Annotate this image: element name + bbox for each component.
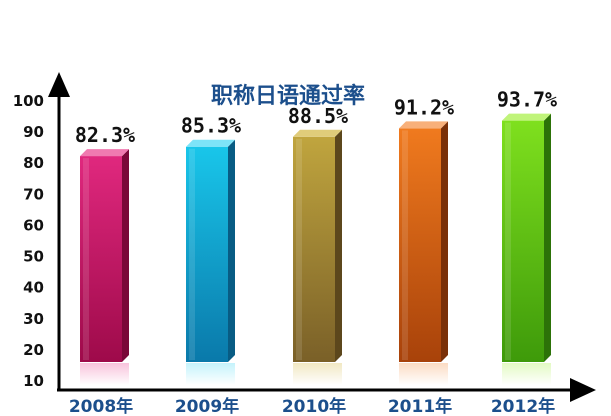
bar-front (502, 120, 544, 362)
bar-side (228, 139, 235, 362)
bar-front (80, 156, 122, 362)
bar-reflection (80, 363, 129, 385)
bar-highlight (83, 158, 89, 360)
y-tick-labels: 10 20 30 40 50 60 70 80 90 100 (13, 92, 44, 390)
bar-reflection (293, 363, 342, 385)
bar-highlight (296, 138, 302, 360)
x-tick-label: 2008年 (69, 396, 133, 416)
bar-side (122, 149, 129, 362)
y-tick-label: 80 (23, 154, 44, 172)
y-tick-label: 20 (23, 341, 44, 359)
bar (80, 149, 129, 362)
x-tick-label: 2011年 (388, 396, 452, 416)
bar-front (399, 128, 441, 362)
y-tick-label: 30 (23, 310, 44, 328)
bar-reflection (502, 363, 551, 385)
data-label: 88.5% (288, 104, 348, 128)
y-tick-label: 60 (23, 216, 44, 234)
y-tick-label: 50 (23, 248, 44, 266)
y-tick-label: 40 (23, 279, 44, 297)
bar-top (186, 139, 235, 147)
x-tick-label: 2010年 (282, 396, 346, 416)
y-tick-label: 70 (23, 185, 44, 203)
bar-front (293, 136, 335, 362)
bar-top (502, 113, 551, 121)
data-label: 82.3% (75, 123, 135, 147)
y-tick-label: 90 (23, 123, 44, 141)
y-axis-arrow-icon (48, 72, 70, 97)
bar-highlight (402, 130, 408, 360)
bar (293, 129, 342, 362)
bars (80, 113, 551, 362)
chart-title: 职称日语通过率 (211, 83, 365, 109)
data-label: 93.7% (497, 88, 557, 112)
bar-front (186, 146, 228, 362)
bar-side (544, 113, 551, 362)
bar (186, 139, 235, 362)
bar (399, 121, 448, 362)
bar-side (335, 129, 342, 362)
x-tick-label: 2009年 (175, 396, 239, 416)
x-tick-label: 2012年 (491, 396, 555, 416)
bar-highlight (505, 122, 511, 360)
bar-reflection (186, 363, 235, 385)
bar-top (80, 149, 129, 157)
x-tick-labels: 2008年 2009年 2010年 2011年 2012年 (69, 396, 555, 416)
data-label: 85.3% (181, 114, 241, 138)
bar-highlight (189, 148, 195, 360)
bar-reflections (80, 363, 551, 385)
y-tick-label: 10 (23, 372, 44, 390)
axes (48, 72, 596, 402)
data-labels: 82.3% 85.3% 88.5% 91.2% 93.7% (75, 88, 557, 147)
data-label: 91.2% (394, 95, 454, 119)
x-axis-arrow-icon (570, 378, 596, 402)
y-tick-label: 100 (13, 92, 44, 110)
bar (502, 113, 551, 362)
bar-side (441, 121, 448, 362)
bar-top (293, 129, 342, 137)
bar-top (399, 121, 448, 129)
bar-reflection (399, 363, 448, 385)
